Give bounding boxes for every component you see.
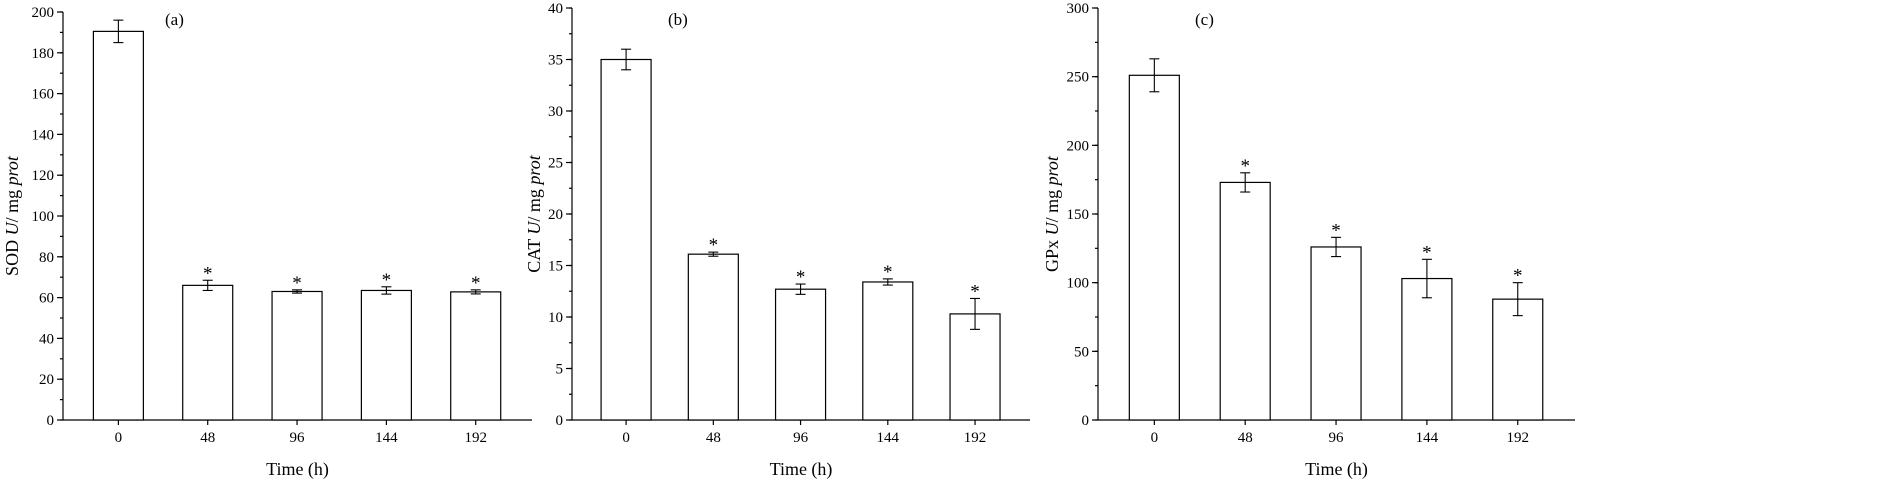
panel-b: 0 5 10 15 20 25 30 35 40 0 * 48 * 96 * 144 * 192 (b) Time (… — [524, 1, 1030, 480]
bar-0 — [600, 58, 652, 421]
significance-marker: * — [471, 273, 481, 294]
significance-marker: * — [1513, 266, 1523, 287]
y-axis-label: GPx U/ mg prot — [1042, 155, 1062, 272]
y-tick-label: 120 — [32, 168, 55, 184]
significance-marker: * — [292, 273, 302, 294]
y-tick-label: 200 — [1067, 138, 1090, 154]
bar-48 — [1219, 181, 1271, 421]
x-axis-label: Time (h) — [266, 459, 329, 480]
x-tick-label: 0 — [115, 430, 123, 446]
y-tick-label: 100 — [32, 209, 55, 225]
y-tick-label: 80 — [39, 250, 54, 266]
bar-192 — [450, 291, 502, 421]
panel-c: 0 50 100 150 200 250 300 0 * 48 * 96 * 144 * 192 (c) Time… — [1042, 1, 1575, 480]
y-tick-label: 50 — [1074, 344, 1089, 360]
bar-48 — [687, 253, 739, 421]
x-axis-label: Time (h) — [1305, 459, 1368, 480]
x-axis-label: Time (h) — [770, 459, 833, 480]
x-tick-label: 96 — [290, 430, 306, 446]
y-axis-label-ylabel-suffix-italic: prot — [2, 155, 22, 187]
bar-96 — [774, 288, 827, 421]
y-tick-label: 35 — [548, 53, 563, 69]
panel-label: (a) — [165, 10, 184, 29]
y-tick-label: 160 — [32, 87, 55, 103]
bar-48 — [182, 284, 234, 421]
y-tick-label: 180 — [32, 46, 55, 62]
y-tick-label: 10 — [548, 310, 563, 326]
y-tick-label: 200 — [32, 5, 55, 21]
y-tick-label: 20 — [39, 372, 54, 388]
x-tick-label: 96 — [793, 430, 809, 446]
significance-marker: * — [970, 281, 980, 302]
bar-96 — [1310, 246, 1362, 421]
x-tick-label: 48 — [1238, 430, 1253, 446]
x-tick-label: 96 — [1329, 430, 1345, 446]
x-tick-label: 0 — [622, 430, 630, 446]
y-tick-label: 15 — [548, 259, 563, 275]
x-tick-label: 144 — [1416, 430, 1439, 446]
y-tick-label: 300 — [1067, 1, 1090, 17]
y-axis-label-ylabel-unit-italic: U — [524, 221, 544, 235]
x-tick-label: 48 — [200, 430, 215, 446]
y-tick-label: 60 — [39, 291, 54, 307]
significance-marker: * — [203, 263, 213, 284]
x-tick-label: 144 — [877, 430, 900, 446]
y-tick-label: 250 — [1067, 70, 1090, 86]
significance-marker: * — [1422, 242, 1432, 263]
y-tick-label: 5 — [556, 362, 564, 378]
y-axis-label-ylabel-suffix-italic: prot — [524, 154, 544, 186]
y-axis-label-ylabel-prefix: SOD — [2, 235, 22, 276]
panel-a: 0 20 40 60 80 100 120 140 160 180 200 0 * 48 * 96 * 144 * 1… — [2, 5, 532, 480]
bar-144 — [862, 281, 914, 421]
y-tick-label: 25 — [548, 156, 563, 172]
y-axis-label-ylabel-unit-italic: U — [1042, 221, 1062, 235]
panel-label: (c) — [1195, 10, 1214, 29]
significance-marker: * — [1240, 156, 1250, 177]
y-tick-label: 140 — [32, 127, 55, 143]
bar-144 — [360, 289, 412, 421]
y-tick-label: 150 — [1067, 207, 1090, 223]
y-axis-label: CAT U/ mg prot — [524, 154, 544, 273]
significance-marker: * — [796, 267, 806, 288]
y-axis-label-ylabel-suffix-italic: prot — [1042, 155, 1062, 187]
x-tick-label: 192 — [1507, 430, 1530, 446]
significance-marker: * — [883, 262, 893, 283]
y-tick-label: 40 — [548, 1, 563, 17]
bar-192 — [1492, 298, 1544, 421]
y-tick-label: 0 — [47, 413, 55, 429]
x-tick-label: 192 — [464, 430, 487, 446]
y-axis-label-ylabel-mid: / mg — [524, 185, 544, 222]
y-axis-label-ylabel-prefix: CAT — [524, 235, 544, 273]
x-tick-label: 48 — [706, 430, 721, 446]
y-tick-label: 40 — [39, 331, 54, 347]
y-axis-label-ylabel-unit-italic: U — [2, 221, 22, 235]
y-axis-label-ylabel-prefix: GPx — [1042, 235, 1062, 272]
y-axis-label-ylabel-mid: / mg — [2, 185, 22, 222]
y-axis-label: SOD U/ mg prot — [2, 155, 22, 276]
x-tick-label: 144 — [375, 430, 398, 446]
y-tick-label: 0 — [556, 413, 564, 429]
y-tick-label: 30 — [548, 104, 563, 120]
significance-marker: * — [382, 270, 392, 291]
y-axis-label-ylabel-mid: / mg — [1042, 185, 1062, 222]
y-tick-label: 100 — [1067, 276, 1090, 292]
significance-marker: * — [709, 235, 719, 256]
bar-0 — [92, 30, 144, 421]
bar-96 — [271, 290, 323, 421]
y-tick-label: 0 — [1082, 413, 1090, 429]
bar-0 — [1128, 74, 1180, 421]
bar-144 — [1401, 277, 1453, 421]
x-tick-label: 192 — [964, 430, 987, 446]
y-tick-label: 20 — [548, 207, 563, 223]
panel-label: (b) — [668, 10, 688, 29]
x-tick-label: 0 — [1151, 430, 1159, 446]
significance-marker: * — [1331, 220, 1341, 241]
